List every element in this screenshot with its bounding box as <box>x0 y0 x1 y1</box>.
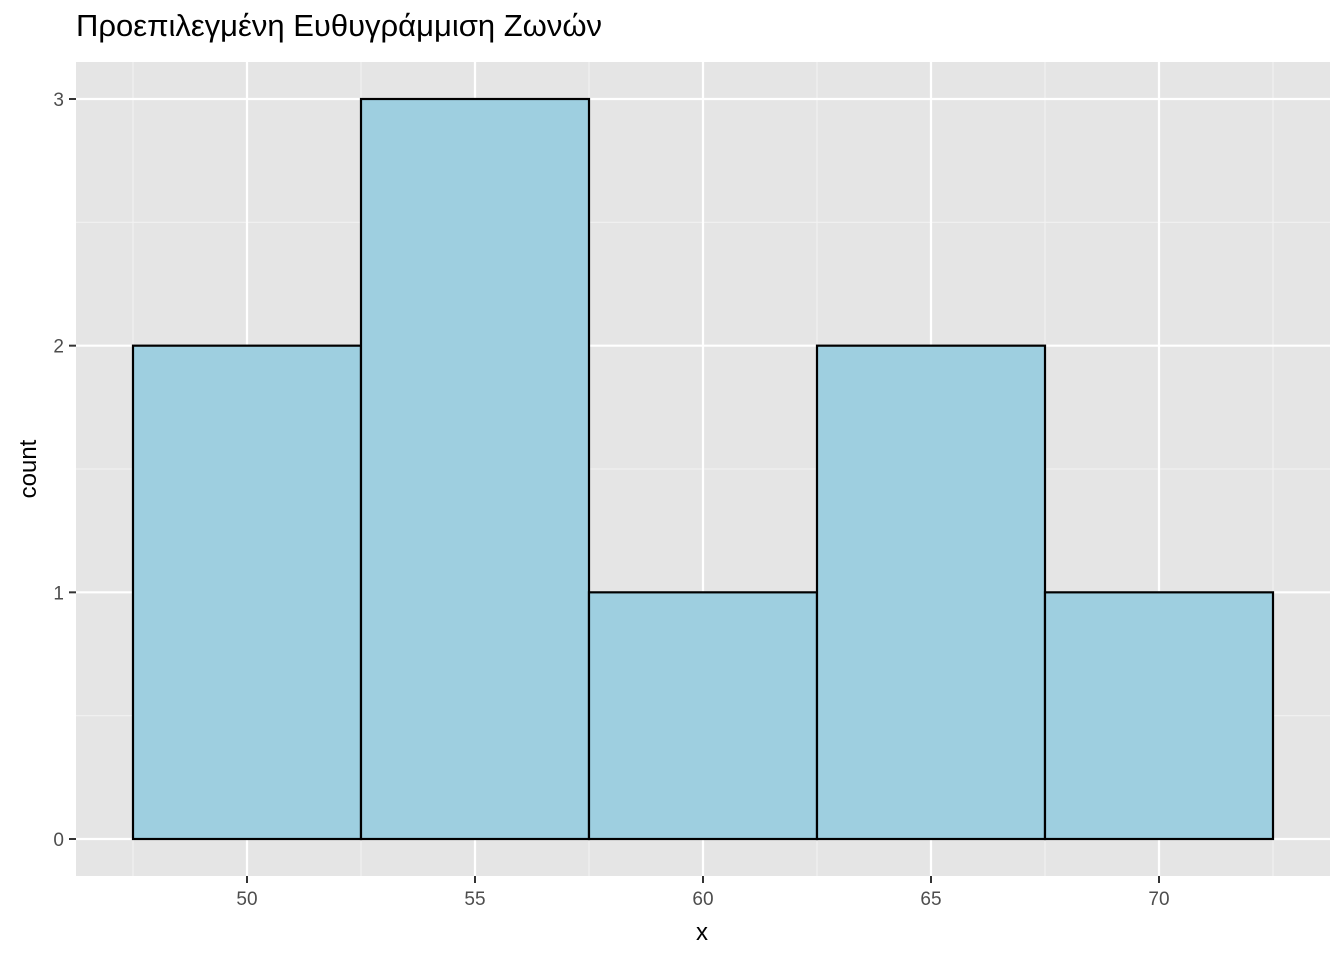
y-tick-label: 2 <box>53 337 64 358</box>
y-tick-label: 0 <box>53 830 64 851</box>
x-tick-label: 70 <box>1148 889 1169 910</box>
x-tick-label: 65 <box>920 889 941 910</box>
histogram-bar-4 <box>815 344 1047 841</box>
histogram-bar-3 <box>587 591 819 841</box>
y-axis-title: count <box>15 439 42 498</box>
x-tick-label: 60 <box>692 889 713 910</box>
y-axis: 0 1 2 3 <box>53 90 76 851</box>
x-tick-label: 55 <box>464 889 485 910</box>
histogram-bar-5 <box>1043 591 1275 841</box>
histogram-bars <box>131 97 1275 841</box>
x-axis-title: x <box>696 919 708 946</box>
x-axis: 50 55 60 65 70 <box>236 876 1170 910</box>
histogram-bar-1 <box>131 344 363 841</box>
y-tick-label: 3 <box>53 90 64 111</box>
x-tick-label: 50 <box>236 889 257 910</box>
histogram-bar-2 <box>359 97 591 841</box>
chart-title: Προεπιλεγμένη Ευθυγράμμιση Ζωνών <box>76 8 603 43</box>
y-tick-label: 1 <box>53 583 64 604</box>
